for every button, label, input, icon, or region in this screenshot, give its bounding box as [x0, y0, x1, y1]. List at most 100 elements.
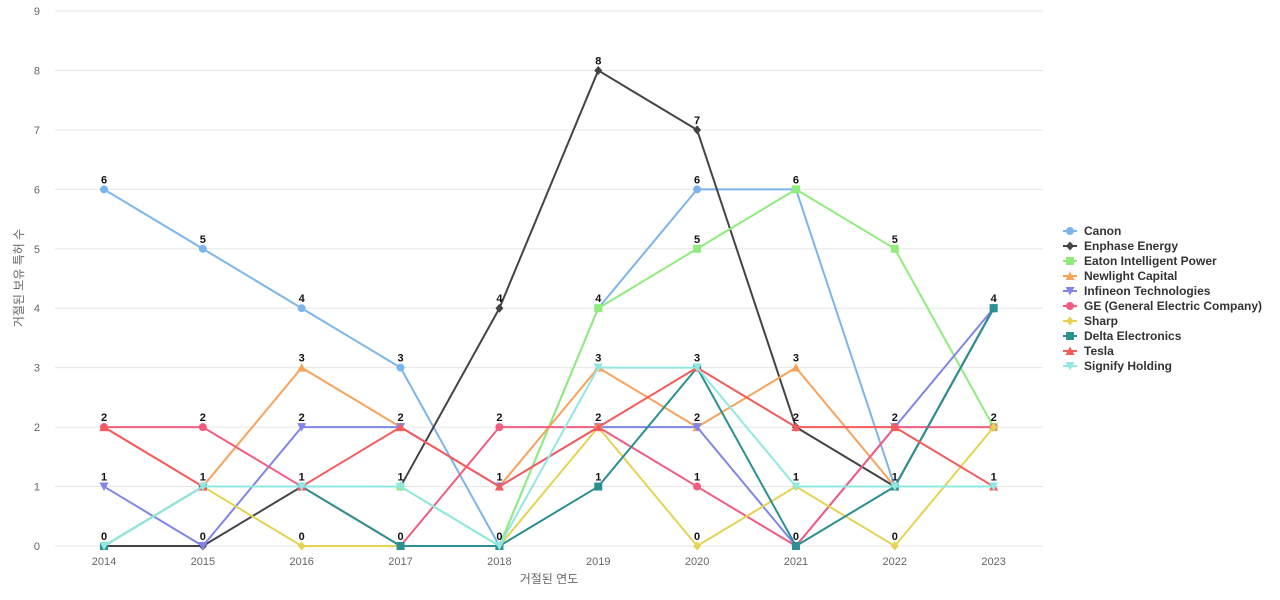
data-point: [791, 363, 801, 372]
legend-marker: [1066, 332, 1074, 340]
legend-item[interactable]: Eaton Intelligent Power: [1063, 254, 1217, 268]
legend-item[interactable]: Newlight Capital: [1063, 269, 1177, 283]
data-point: [791, 542, 800, 550]
x-axis-title: 거절된 연도: [520, 572, 579, 586]
data-point: [890, 244, 899, 253]
data-label: 2: [496, 412, 502, 424]
data-label: 5: [892, 234, 898, 246]
legend-item[interactable]: Canon: [1063, 224, 1121, 238]
legend-item[interactable]: GE (General Electric Company): [1063, 299, 1262, 313]
y-tick-label: 0: [34, 541, 40, 553]
data-label: 1: [991, 472, 997, 484]
data-point: [989, 422, 998, 432]
x-tick-label: 2017: [388, 556, 412, 568]
legend-item[interactable]: Signify Holding: [1063, 359, 1172, 373]
x-tick-label: 2020: [685, 556, 709, 568]
data-label: 0: [101, 531, 107, 543]
data-label: 2: [200, 412, 206, 424]
data-label: 4: [496, 293, 503, 305]
data-point: [396, 542, 405, 550]
legend-label: Tesla: [1084, 344, 1114, 358]
grid-lines: [55, 10, 1043, 547]
x-tick-label: 2021: [784, 556, 808, 568]
legend-item[interactable]: Sharp: [1063, 314, 1118, 328]
x-tick-label: 2015: [191, 556, 215, 568]
data-point: [594, 304, 603, 313]
legend-marker: [1065, 271, 1075, 280]
data-label: 2: [299, 412, 305, 424]
data-label: 0: [496, 531, 502, 543]
data-point: [297, 541, 306, 551]
data-point: [692, 363, 702, 373]
data-point: [693, 482, 702, 491]
legend-label: Sharp: [1084, 314, 1118, 328]
data-point: [693, 244, 702, 253]
legend-item[interactable]: Delta Electronics: [1063, 329, 1182, 343]
data-point: [693, 125, 702, 135]
y-tick-label: 3: [34, 363, 40, 375]
x-tick-label: 2018: [487, 556, 511, 568]
data-point: [890, 482, 900, 492]
data-label: 1: [496, 472, 502, 484]
legend-marker: [1065, 362, 1075, 371]
data-point: [594, 65, 603, 75]
data-label: 1: [595, 472, 601, 484]
legend-marker: [1066, 316, 1074, 326]
data-label: 2: [991, 412, 997, 424]
legend-item[interactable]: Tesla: [1063, 344, 1114, 358]
data-label: 6: [793, 174, 799, 186]
y-tick-label: 5: [34, 244, 40, 256]
data-label: 0: [694, 531, 700, 543]
legend-label: Infineon Technologies: [1084, 284, 1211, 298]
data-label: 0: [793, 531, 799, 543]
data-point: [396, 422, 406, 432]
legend-label: Newlight Capital: [1084, 269, 1177, 283]
series-lines: [99, 65, 999, 551]
legend-label: Delta Electronics: [1084, 329, 1182, 343]
data-point: [693, 185, 702, 194]
data-label: 4: [991, 293, 998, 305]
data-point: [99, 422, 109, 432]
data-point: [593, 422, 603, 432]
y-axis-ticks: 0 1 2 3 4 5 6 7 8 9: [34, 6, 40, 553]
x-tick-label: 2019: [586, 556, 610, 568]
legend-marker: [1066, 227, 1074, 235]
legend-marker: [1065, 346, 1075, 355]
data-label: 6: [101, 174, 107, 186]
legend-label: Signify Holding: [1084, 359, 1172, 373]
data-label: 2: [793, 412, 799, 424]
data-point: [594, 482, 603, 491]
data-point: [494, 482, 504, 491]
y-tick-label: 1: [34, 482, 40, 494]
data-label: 5: [694, 234, 700, 246]
data-point: [791, 422, 801, 432]
legend-marker: [1066, 257, 1074, 265]
y-tick-label: 8: [34, 65, 40, 77]
data-label: 0: [892, 531, 898, 543]
legend-marker: [1066, 241, 1074, 251]
data-point: [99, 482, 109, 492]
y-tick-label: 4: [34, 303, 40, 315]
data-label: 2: [694, 412, 700, 424]
legend-label: Eaton Intelligent Power: [1084, 254, 1217, 268]
x-tick-label: 2016: [289, 556, 313, 568]
data-label: 0: [397, 531, 403, 543]
data-label: 2: [101, 412, 107, 424]
legend-item[interactable]: Enphase Energy: [1063, 239, 1178, 253]
data-point: [198, 423, 207, 432]
legend-marker: [1066, 302, 1074, 310]
data-point: [989, 304, 998, 313]
x-axis-ticks: 2014 2015 2016 2017 2018 2019 2020 2021 2022 2023: [92, 556, 1006, 568]
data-label: 1: [397, 472, 403, 484]
data-label: 1: [200, 472, 206, 484]
data-label: 0: [200, 531, 206, 543]
y-tick-label: 2: [34, 422, 40, 434]
data-point: [495, 303, 504, 313]
data-point: [396, 363, 405, 372]
data-point: [198, 542, 208, 551]
legend-item[interactable]: Infineon Technologies: [1063, 284, 1211, 298]
data-point: [692, 423, 702, 432]
data-point: [297, 423, 307, 432]
data-label: 3: [595, 353, 601, 365]
